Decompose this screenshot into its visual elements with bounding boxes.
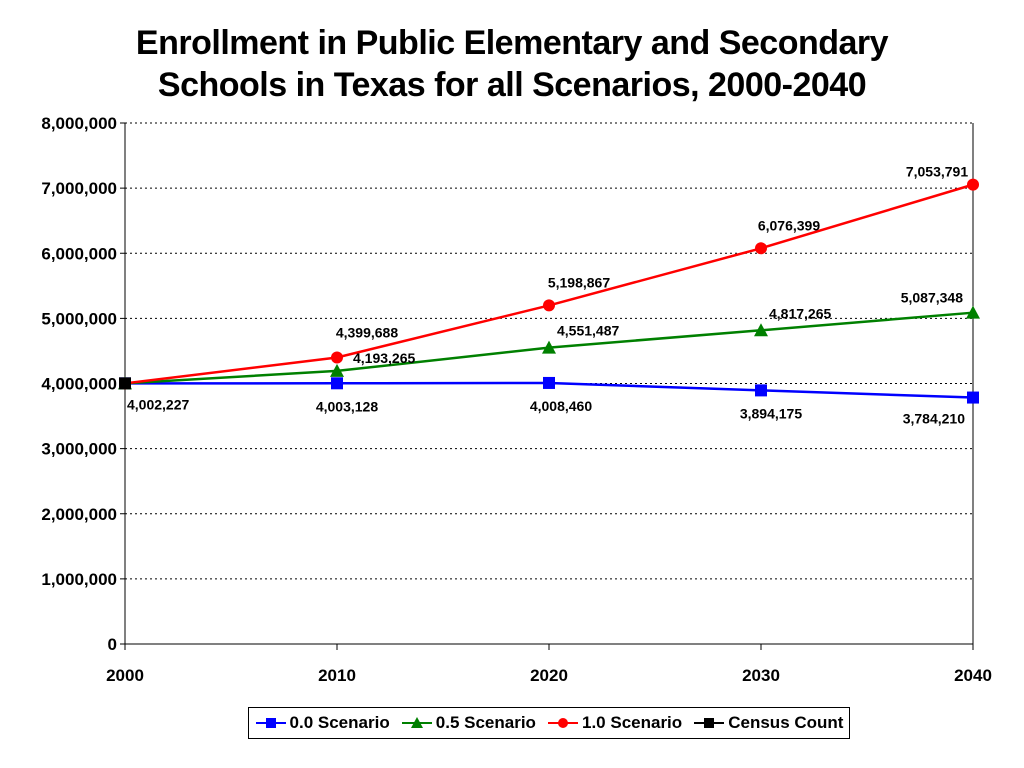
y-tick-label: 1,000,000 — [41, 570, 117, 589]
point-0-0-scenario — [543, 376, 555, 389]
point-0-5-scenario — [754, 323, 768, 337]
y-tick-label: 4,000,000 — [41, 375, 117, 394]
legend-label-1-0-scenario: 1.0 Scenario — [582, 713, 683, 732]
chart-title: Enrollment in Public Elementary and Seco… — [0, 22, 1024, 106]
y-tick-label: 8,000,000 — [41, 114, 117, 133]
point-census-count — [119, 377, 131, 390]
legend-item-census-count: Census Count — [693, 713, 843, 733]
data-label-0-5-scenario: 4,551,487 — [557, 323, 619, 339]
y-tick-label: 6,000,000 — [41, 244, 117, 263]
data-label-0-0-scenario: 4,003,128 — [316, 398, 378, 414]
data-label-1-0-scenario: 7,053,791 — [906, 164, 968, 180]
legend-item-1-0-scenario: 1.0 Scenario — [547, 713, 682, 733]
data-label-1-0-scenario: 5,198,867 — [548, 274, 610, 290]
point-0-5-scenario — [330, 363, 344, 377]
data-label-0-5-scenario: 5,087,348 — [901, 290, 963, 306]
x-tick-label: 2020 — [530, 666, 568, 685]
point-1-0-scenario — [331, 351, 343, 364]
data-label-0-0-scenario: 4,002,227 — [127, 396, 189, 412]
point-0-0-scenario — [967, 391, 979, 404]
x-tick-label: 2030 — [742, 666, 780, 685]
y-tick-label: 3,000,000 — [41, 440, 117, 459]
y-tick-label: 2,000,000 — [41, 505, 117, 524]
chart-title-line-1: Enrollment in Public Elementary and Seco… — [135, 24, 889, 62]
data-label-0-0-scenario: 3,784,210 — [903, 411, 965, 427]
legend-swatch-census-count-icon — [694, 718, 725, 728]
y-tick-label: 0 — [108, 635, 117, 654]
y-tick-label: 5,000,000 — [41, 309, 117, 328]
legend-item-0-0-scenario: 0.0 Scenario — [255, 713, 390, 733]
data-label-0-0-scenario: 3,894,175 — [740, 405, 802, 421]
legend-swatch-0-0-scenario-icon — [255, 718, 286, 728]
legend-label-0-0-scenario: 0.0 Scenario — [289, 713, 390, 732]
x-tick-label: 2010 — [318, 666, 356, 685]
x-tick-label: 2000 — [106, 666, 144, 685]
legend-label-0-5-scenario: 0.5 Scenario — [435, 713, 536, 732]
point-0-5-scenario — [542, 340, 556, 354]
legend-swatch-1-0-scenario-icon — [548, 718, 578, 728]
data-label-1-0-scenario: 6,076,399 — [758, 217, 820, 233]
legend-swatch-0-5-scenario-icon — [401, 717, 432, 728]
legend-item-0-5-scenario: 0.5 Scenario — [401, 713, 536, 733]
data-label-0-5-scenario: 4,193,265 — [353, 350, 415, 366]
chart-title-line-2: Schools in Texas for all Scenarios, 2000… — [157, 66, 867, 104]
data-label-0-0-scenario: 4,008,460 — [530, 398, 592, 414]
point-0-5-scenario — [966, 305, 980, 319]
y-tick-label: 7,000,000 — [41, 179, 117, 198]
data-label-1-0-scenario: 4,399,688 — [336, 324, 398, 340]
x-tick-label: 2040 — [954, 666, 992, 685]
point-0-0-scenario — [331, 377, 343, 390]
point-0-0-scenario — [755, 384, 767, 397]
chart-legend: 0.0 Scenario 0.5 Scenario 1.0 Scenario C… — [248, 707, 850, 739]
legend-label-census-count: Census Count — [728, 713, 844, 732]
point-1-0-scenario — [755, 242, 767, 255]
point-1-0-scenario — [967, 178, 979, 191]
data-label-0-5-scenario: 4,817,265 — [769, 305, 831, 321]
point-1-0-scenario — [543, 299, 555, 312]
